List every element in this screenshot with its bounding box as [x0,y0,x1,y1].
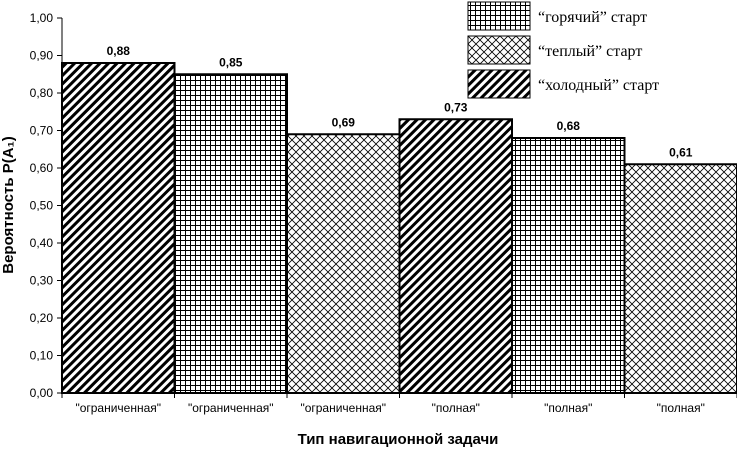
y-tick-label: 1,00 [30,11,54,25]
y-tick-label: 0,20 [30,311,54,325]
bar-value-label: 0,68 [557,119,581,133]
x-tick-label: "полная" [432,401,480,415]
bar-value-label: 0,61 [669,145,693,159]
y-tick-label: 0,50 [30,199,54,213]
y-tick-label: 0,30 [30,274,54,288]
y-axis-title: Вероятность P(A₁) [0,136,17,274]
x-tick-label: "ограниченная" [75,401,161,415]
legend-swatch [467,1,531,31]
y-tick-label: 0,80 [30,86,54,100]
legend-swatch [467,35,531,65]
bar [398,118,513,394]
bar-value-label: 0,85 [219,55,243,69]
x-axis-title: Тип навигационной задачи [298,431,499,448]
legend-label: “холодный” старт [538,77,659,94]
bars: 0,88 0,85 0,69 0,73 0,68 0,61 [61,44,737,394]
bar [623,163,737,394]
y-tick-label: 0,00 [30,386,54,400]
bar [173,73,288,394]
y-tick-label: 0,90 [30,49,54,63]
y-tick-label: 0,40 [30,236,54,250]
x-tick-label: "полная" [544,401,592,415]
bar-value-label: 0,69 [332,115,356,129]
legend: “горячий” старт “теплый” старт “холодный” … [460,0,737,102]
bar-value-label: 0,88 [107,44,131,58]
y-tick-label: 0,70 [30,124,54,138]
legend-swatch [467,69,531,99]
x-tick-label: "полная" [657,401,705,415]
legend-label: “горячий” старт [538,9,647,26]
x-tick-label: "ограниченная" [188,401,274,415]
bar-value-label: 0,73 [444,100,468,114]
legend-label: “теплый” старт [538,43,642,60]
y-axis: 0,00 0,10 0,20 0,30 0,40 0,50 0,60 0,70 0,80 0,90… [30,11,63,400]
x-axis: "ограниченная" "ограниченная" "ограниченна… [61,392,737,415]
y-tick-label: 0,60 [30,161,54,175]
x-tick-label: "ограниченная" [300,401,386,415]
bar [286,133,401,394]
bar [61,62,176,394]
bar [511,137,626,394]
y-tick-label: 0,10 [30,349,54,363]
